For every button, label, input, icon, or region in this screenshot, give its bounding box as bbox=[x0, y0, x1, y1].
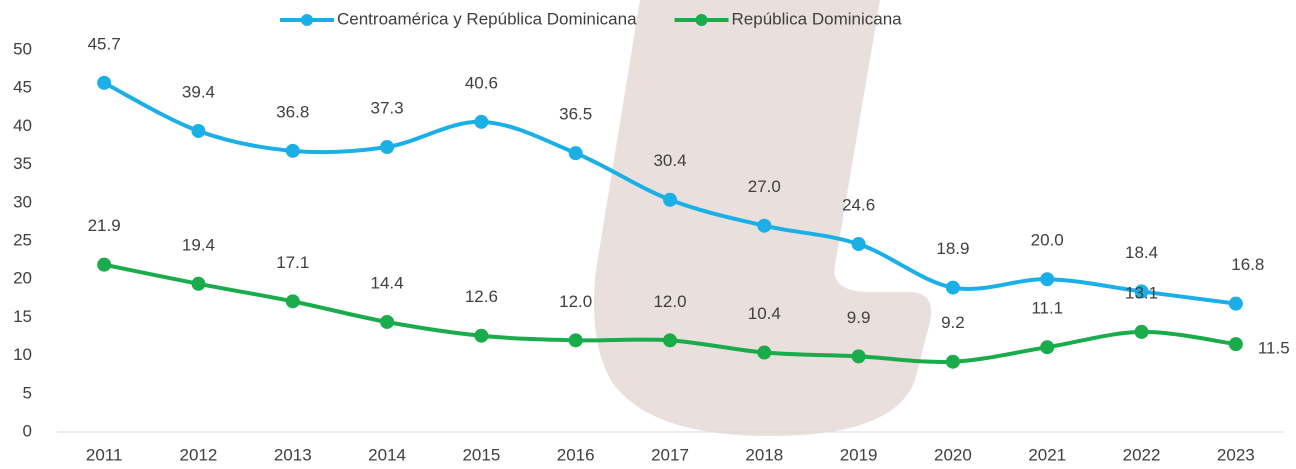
x-tick-label: 2019 bbox=[840, 445, 878, 464]
y-tick-label: 5 bbox=[23, 383, 32, 402]
legend-label: Centroamérica y República Dominicana bbox=[337, 9, 637, 28]
x-tick-label: 2020 bbox=[934, 445, 972, 464]
data-label: 20.0 bbox=[1031, 231, 1064, 250]
data-label: 13.1 bbox=[1125, 283, 1158, 302]
x-tick-label: 2022 bbox=[1123, 445, 1161, 464]
legend-marker bbox=[696, 14, 708, 26]
x-tick-label: 2023 bbox=[1217, 445, 1255, 464]
data-point bbox=[1135, 325, 1149, 339]
data-label: 12.0 bbox=[653, 292, 686, 311]
data-label: 39.4 bbox=[182, 82, 215, 101]
legend-marker bbox=[301, 14, 313, 26]
data-point bbox=[663, 193, 677, 207]
x-tick-label: 2013 bbox=[274, 445, 312, 464]
y-tick-label: 15 bbox=[13, 307, 32, 326]
y-tick-label: 50 bbox=[13, 39, 32, 58]
data-point bbox=[380, 315, 394, 329]
data-label: 9.9 bbox=[847, 308, 871, 327]
data-point bbox=[852, 349, 866, 363]
data-label: 11.5 bbox=[1258, 339, 1290, 358]
data-point bbox=[97, 76, 111, 90]
data-label: 18.9 bbox=[936, 239, 969, 258]
data-point bbox=[474, 115, 488, 129]
data-point bbox=[569, 333, 583, 347]
data-point bbox=[1040, 272, 1054, 286]
data-point bbox=[757, 219, 771, 233]
data-label: 19.4 bbox=[182, 235, 215, 254]
data-label: 12.0 bbox=[559, 292, 592, 311]
x-tick-label: 2012 bbox=[180, 445, 218, 464]
data-point bbox=[191, 277, 205, 291]
data-label: 30.4 bbox=[653, 151, 686, 170]
data-point bbox=[946, 355, 960, 369]
data-label: 45.7 bbox=[88, 34, 121, 53]
data-point bbox=[1229, 337, 1243, 351]
data-label: 36.5 bbox=[559, 105, 592, 124]
data-label: 9.2 bbox=[941, 313, 965, 332]
background-shape bbox=[594, 0, 931, 436]
data-label: 17.1 bbox=[276, 253, 309, 272]
data-label: 12.6 bbox=[465, 287, 498, 306]
data-point bbox=[286, 144, 300, 158]
data-label: 27.0 bbox=[748, 177, 781, 196]
x-tick-label: 2017 bbox=[651, 445, 689, 464]
data-point bbox=[286, 294, 300, 308]
data-point bbox=[757, 346, 771, 360]
y-tick-label: 30 bbox=[13, 192, 32, 211]
data-point bbox=[852, 237, 866, 251]
data-point bbox=[946, 281, 960, 295]
x-tick-label: 2021 bbox=[1028, 445, 1066, 464]
y-tick-label: 35 bbox=[13, 154, 32, 173]
data-label: 14.4 bbox=[371, 273, 404, 292]
y-tick-label: 0 bbox=[23, 421, 32, 440]
x-tick-label: 2011 bbox=[86, 445, 123, 464]
data-point bbox=[569, 146, 583, 160]
data-point bbox=[97, 258, 111, 272]
y-tick-label: 25 bbox=[13, 230, 32, 249]
data-point bbox=[191, 124, 205, 138]
data-label: 40.6 bbox=[465, 73, 498, 92]
data-point bbox=[1040, 340, 1054, 354]
y-tick-label: 10 bbox=[13, 345, 32, 364]
data-label: 36.8 bbox=[276, 102, 309, 121]
y-tick-label: 40 bbox=[13, 116, 32, 135]
data-label: 18.4 bbox=[1125, 243, 1158, 262]
data-label: 21.9 bbox=[88, 216, 121, 235]
x-tick-label: 2014 bbox=[368, 445, 406, 464]
chart: 0 5 10 15 20 25 30 35 40 45 50 2011 2012 2013 2014 2015… bbox=[0, 0, 1296, 469]
data-point bbox=[380, 140, 394, 154]
x-tick-label: 2015 bbox=[462, 445, 500, 464]
data-point bbox=[663, 333, 677, 347]
y-tick-label: 20 bbox=[13, 269, 32, 288]
data-label: 37.3 bbox=[371, 99, 404, 118]
data-point bbox=[474, 329, 488, 343]
data-label: 16.8 bbox=[1231, 255, 1264, 274]
legend-label: República Dominicana bbox=[732, 9, 903, 28]
data-label: 11.1 bbox=[1031, 299, 1063, 318]
x-tick-label: 2016 bbox=[557, 445, 595, 464]
y-tick-label: 45 bbox=[13, 78, 32, 97]
data-point bbox=[1229, 297, 1243, 311]
data-label: 10.4 bbox=[748, 304, 781, 323]
data-label: 24.6 bbox=[842, 196, 875, 215]
x-tick-label: 2018 bbox=[745, 445, 783, 464]
